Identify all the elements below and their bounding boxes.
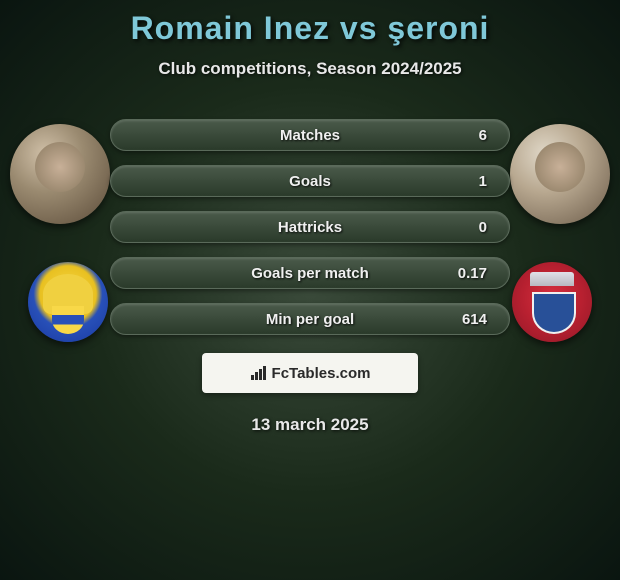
chart-icon xyxy=(250,366,268,380)
stat-row: Min per goal 614 xyxy=(110,303,510,335)
page-title: Romain Inez vs şeroni xyxy=(0,10,620,47)
subtitle: Club competitions, Season 2024/2025 xyxy=(0,59,620,79)
stat-value: 614 xyxy=(462,311,487,328)
stat-label: Hattricks xyxy=(278,219,342,236)
stat-row: Matches 6 xyxy=(110,119,510,151)
stat-label: Matches xyxy=(280,127,340,144)
stat-value: 1 xyxy=(479,173,487,190)
stat-value: 6 xyxy=(479,127,487,144)
stat-row: Goals 1 xyxy=(110,165,510,197)
stats-list: Matches 6 Goals 1 Hattricks 0 Goals per … xyxy=(0,119,620,335)
comparison-card: Romain Inez vs şeroni Club competitions,… xyxy=(0,0,620,435)
branding-text: FcTables.com xyxy=(272,365,371,382)
stat-label: Goals xyxy=(289,173,331,190)
stat-value: 0.17 xyxy=(458,265,487,282)
stat-row: Hattricks 0 xyxy=(110,211,510,243)
date-label: 13 march 2025 xyxy=(0,415,620,435)
stat-row: Goals per match 0.17 xyxy=(110,257,510,289)
stat-label: Goals per match xyxy=(251,265,369,282)
branding-box[interactable]: FcTables.com xyxy=(202,353,418,393)
stat-value: 0 xyxy=(479,219,487,236)
stat-label: Min per goal xyxy=(266,311,354,328)
